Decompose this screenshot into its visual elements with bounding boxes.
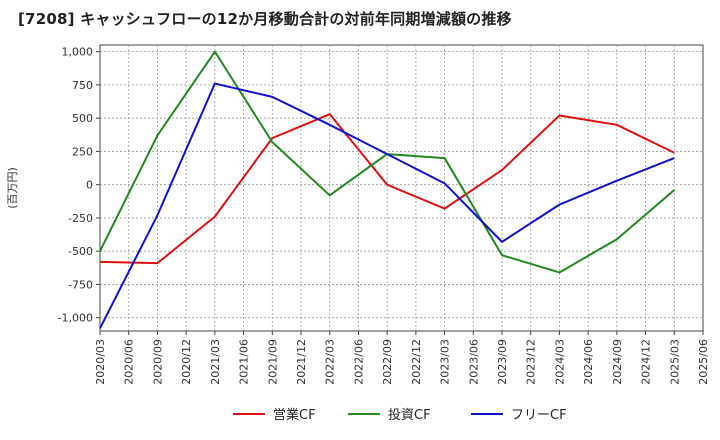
y-tick-label: 0 [86, 179, 93, 192]
grid-layer [100, 45, 703, 331]
x-tick-label: 2023/06 [467, 339, 480, 385]
legend-label: フリーCF [511, 408, 567, 423]
x-tick-label: 2024/12 [640, 339, 653, 385]
x-tick-label: 2022/03 [324, 339, 337, 385]
x-tick-label: 2023/03 [439, 339, 452, 385]
x-tick-label: 2021/03 [209, 339, 222, 385]
x-tick-label: 2023/12 [525, 339, 538, 385]
x-tick-label: 2024/06 [582, 339, 595, 385]
x-tick-label: 2024/09 [611, 339, 624, 385]
y-tick-label: 500 [72, 112, 93, 125]
legend: 営業CF 投資CF フリーCF [233, 407, 567, 423]
y-tick-label: 750 [72, 79, 93, 92]
y-tick-label: 1,000 [62, 46, 94, 59]
chart-title: [7208] キャッシュフローの12か月移動合計の対前年同期増減額の推移 [18, 10, 512, 28]
x-tick-label: 2022/09 [381, 339, 394, 385]
y-tick-label: -250 [68, 212, 93, 225]
x-tick-label: 2020/06 [123, 339, 136, 385]
y-tick-label: 250 [72, 145, 93, 158]
x-tick-label: 2021/09 [266, 339, 279, 385]
x-tick-label: 2023/09 [496, 339, 509, 385]
x-tick-label: 2021/12 [295, 339, 308, 385]
x-tick-label: 2020/12 [180, 339, 193, 385]
y-axis: 1,000 750 500 250 0 -250 -500 -750 -1,000 [58, 46, 100, 325]
y-tick-label: -500 [68, 245, 93, 258]
legend-label: 投資CF [388, 407, 431, 423]
plot-area [99, 44, 704, 332]
x-tick-label: 2025/03 [668, 339, 681, 385]
x-tick-label: 2022/12 [410, 339, 423, 385]
x-tick-label: 2025/06 [697, 339, 710, 385]
series-layer [99, 50, 675, 329]
y-axis-label: (百万円) [6, 167, 19, 209]
x-tick-label: 2024/03 [553, 339, 566, 385]
x-tick-label: 2022/06 [352, 339, 365, 385]
x-tick-label: 2021/06 [238, 339, 251, 385]
x-tick-label: 2020/09 [151, 339, 164, 385]
y-tick-label: -750 [68, 278, 93, 291]
x-axis: 2020/03 2020/06 2020/09 2020/12 2021/03 2021/… [94, 331, 710, 385]
legend-label: 営業CF [273, 407, 316, 423]
x-tick-label: 2020/03 [94, 339, 107, 385]
y-tick-label: -1,000 [58, 312, 93, 325]
